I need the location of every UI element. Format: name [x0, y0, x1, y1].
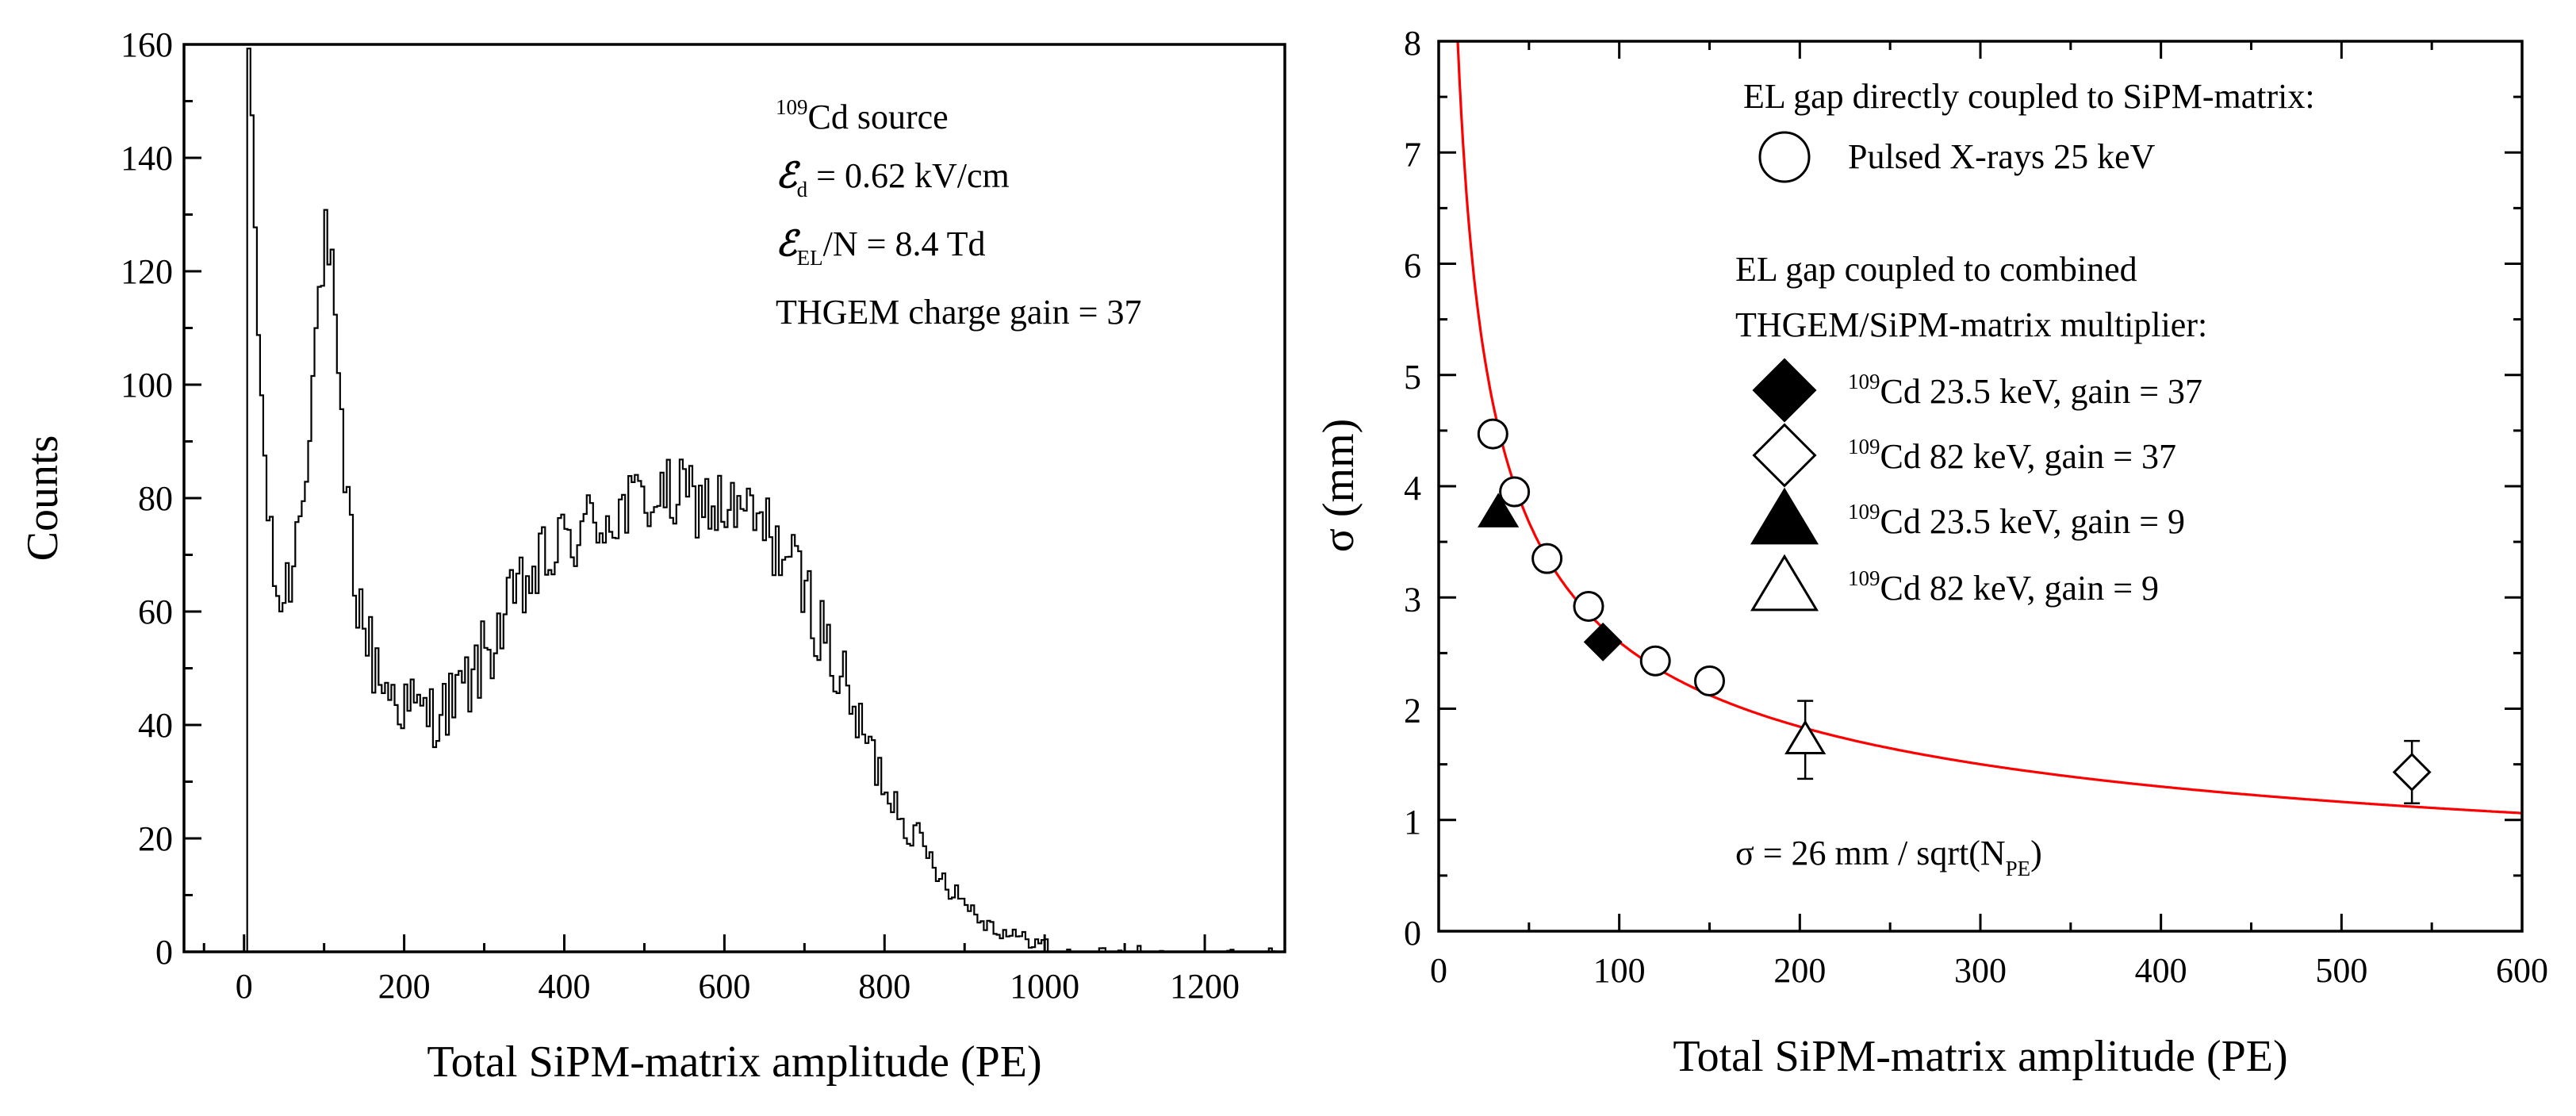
y-tick-label: 6: [1404, 247, 1421, 286]
y-tick-label: 2: [1404, 692, 1421, 731]
fit-formula-prefix: σ = 26 mm / sqrt(N: [1735, 834, 2006, 872]
annotation-el-sub: EL: [797, 246, 823, 270]
y-tick-label: 5: [1404, 358, 1421, 397]
legend-heading-combined-1: EL gap coupled to combined: [1735, 250, 2137, 289]
legend-label-cd23-g37: 109Cd 23.5 keV, gain = 37: [1848, 370, 2202, 411]
y-tick-label: 3: [1404, 580, 1421, 619]
histogram-ticks: [184, 43, 1206, 953]
data-point-circle-open: [1531, 543, 1563, 574]
histogram-y-axis-label: Counts: [18, 435, 67, 562]
histogram-series: [243, 48, 1285, 953]
y-tick-label: 120: [121, 252, 173, 291]
annotation-source-sup: 109: [776, 95, 808, 119]
legend-marker-diamond-open: [1752, 423, 1817, 488]
data-point-diamond-filled: [1583, 622, 1623, 662]
legend-iso-sup: 109: [1848, 370, 1880, 393]
y-tick-label: 0: [1404, 914, 1421, 953]
y-tick-label: 100: [121, 366, 173, 405]
histogram-annotations: 109Cd source ℰd = 0.62 kV/cm ℰEL/N = 8.4…: [776, 95, 1141, 332]
x-tick-label: 1200: [1170, 967, 1240, 1006]
fit-formula: σ = 26 mm / sqrt(NPE): [1735, 834, 2042, 880]
y-tick-label: 0: [155, 933, 173, 972]
x-tick-label: 500: [2315, 951, 2367, 990]
legend-heading-combined-2: THGEM/SiPM-matrix multiplier:: [1735, 305, 2207, 344]
x-tick-label: 600: [2496, 951, 2548, 990]
legend-label-cd23-g9: 109Cd 23.5 keV, gain = 9: [1848, 500, 2185, 541]
legend-heading-direct: EL gap directly coupled to SiPM-matrix:: [1743, 77, 2315, 116]
data-point-diamond-open: [2392, 753, 2432, 792]
sigma-chart: 0 100 200 300 400 500 600 0 1 2 3 4 5 6 7 8 Total SiPM-…: [1314, 24, 2548, 1081]
legend-label-cd82-g37: 109Cd 82 keV, gain = 37: [1848, 435, 2176, 476]
y-tick-label: 60: [138, 593, 173, 631]
legend-marker-diamond-filled: [1752, 358, 1817, 423]
annotation-source-text: Cd source: [808, 98, 949, 136]
annotation-source: 109Cd source: [776, 95, 949, 136]
legend-text-cd82-g37: Cd 82 keV, gain = 37: [1880, 437, 2177, 476]
fit-curve: [1456, 40, 2522, 815]
x-tick-label: 0: [1430, 951, 1447, 990]
legend-iso-sup: 109: [1848, 566, 1880, 590]
legend-symbol-diamond-filled: [1752, 358, 1817, 423]
x-tick-label: 100: [1593, 951, 1646, 990]
annotation-el-text: /N = 8.4 Td: [823, 224, 986, 263]
legend-symbol-triangle-filled: [1750, 487, 1819, 545]
y-tick-label: 8: [1404, 24, 1421, 63]
y-tick-label: 4: [1404, 469, 1421, 508]
x-tick-label: 0: [236, 967, 253, 1006]
x-tick-label: 200: [378, 967, 431, 1006]
annotation-drift-field: ℰd = 0.62 kV/cm: [776, 156, 1010, 201]
data-point-circle-open: [1477, 418, 1508, 450]
data-point-triangle-filled: [1478, 493, 1520, 527]
annotation-drift-sub: d: [797, 178, 808, 201]
x-tick-label: 200: [1773, 951, 1826, 990]
sigma-legend: EL gap directly coupled to SiPM-matrix: …: [1735, 77, 2315, 612]
y-tick-label: 7: [1404, 135, 1421, 174]
x-tick-label: 1000: [1010, 967, 1079, 1006]
data-point-circle-open: [1639, 645, 1671, 677]
histogram-tick-labels: 0 200 400 600 800 1000 1200 0 20 40 60 80 100 120 140 1…: [121, 25, 1240, 1006]
x-tick-label: 400: [2135, 951, 2187, 990]
histogram-plot-frame: [182, 43, 1286, 953]
sigma-data-points: [1477, 418, 2432, 804]
x-tick-label: 600: [698, 967, 750, 1006]
legend-iso-sup: 109: [1848, 500, 1880, 523]
fit-formula-sub: PE: [2006, 857, 2031, 880]
legend-marker-triangle-open: [1750, 554, 1819, 612]
data-point-circle-open: [1573, 590, 1604, 622]
annotation-drift-text: = 0.62 kV/cm: [807, 156, 1010, 195]
legend-text-cd23-g37: Cd 23.5 keV, gain = 37: [1880, 372, 2203, 411]
legend-text-cd82-g9: Cd 82 keV, gain = 9: [1880, 569, 2160, 608]
data-point-circle-open: [1694, 665, 1725, 696]
sigma-tick-labels: 0 100 200 300 400 500 600 0 1 2 3 4 5 6 7 8: [1404, 24, 2548, 990]
data-point-triangle-open: [1784, 719, 1827, 755]
legend-symbol-circle-open: [1758, 131, 1811, 183]
histogram-x-axis-label: Total SiPM-matrix amplitude (PE): [427, 1037, 1041, 1087]
annotation-el-field: ℰEL/N = 8.4 Td: [776, 224, 986, 270]
legend-marker-circle-open: [1758, 131, 1811, 183]
legend-symbol-triangle-open: [1750, 554, 1819, 612]
legend-label-xrays: Pulsed X-rays 25 keV: [1848, 137, 2156, 176]
y-tick-label: 80: [138, 479, 173, 518]
legend-label-cd82-g9: 109Cd 82 keV, gain = 9: [1848, 566, 2159, 608]
sigma-plot-frame: [1437, 40, 2524, 933]
x-tick-label: 300: [1954, 951, 2007, 990]
legend-iso-sup: 109: [1848, 435, 1880, 458]
sigma-y-axis-label: σ (mm): [1314, 419, 1363, 553]
legend-marker-triangle-filled: [1750, 487, 1819, 545]
y-tick-label: 20: [138, 819, 173, 858]
legend-symbol-diamond-open: [1752, 423, 1817, 488]
data-point-circle-open: [1499, 476, 1531, 508]
sigma-x-axis-label: Total SiPM-matrix amplitude (PE): [1673, 1032, 2287, 1081]
annotation-gain: THGEM charge gain = 37: [776, 293, 1141, 332]
fit-formula-suffix: ): [2030, 834, 2042, 872]
legend-text-cd23-g9: Cd 23.5 keV, gain = 9: [1880, 502, 2186, 541]
y-tick-label: 140: [121, 139, 173, 178]
y-tick-label: 1: [1404, 803, 1421, 842]
histogram-chart: 0 200 400 600 800 1000 1200 0 20 40 60 80 100 120 140 1…: [18, 25, 1286, 1087]
x-tick-label: 800: [858, 967, 910, 1006]
y-tick-label: 40: [138, 706, 173, 745]
x-tick-label: 400: [538, 967, 590, 1006]
y-tick-label: 160: [121, 25, 173, 64]
